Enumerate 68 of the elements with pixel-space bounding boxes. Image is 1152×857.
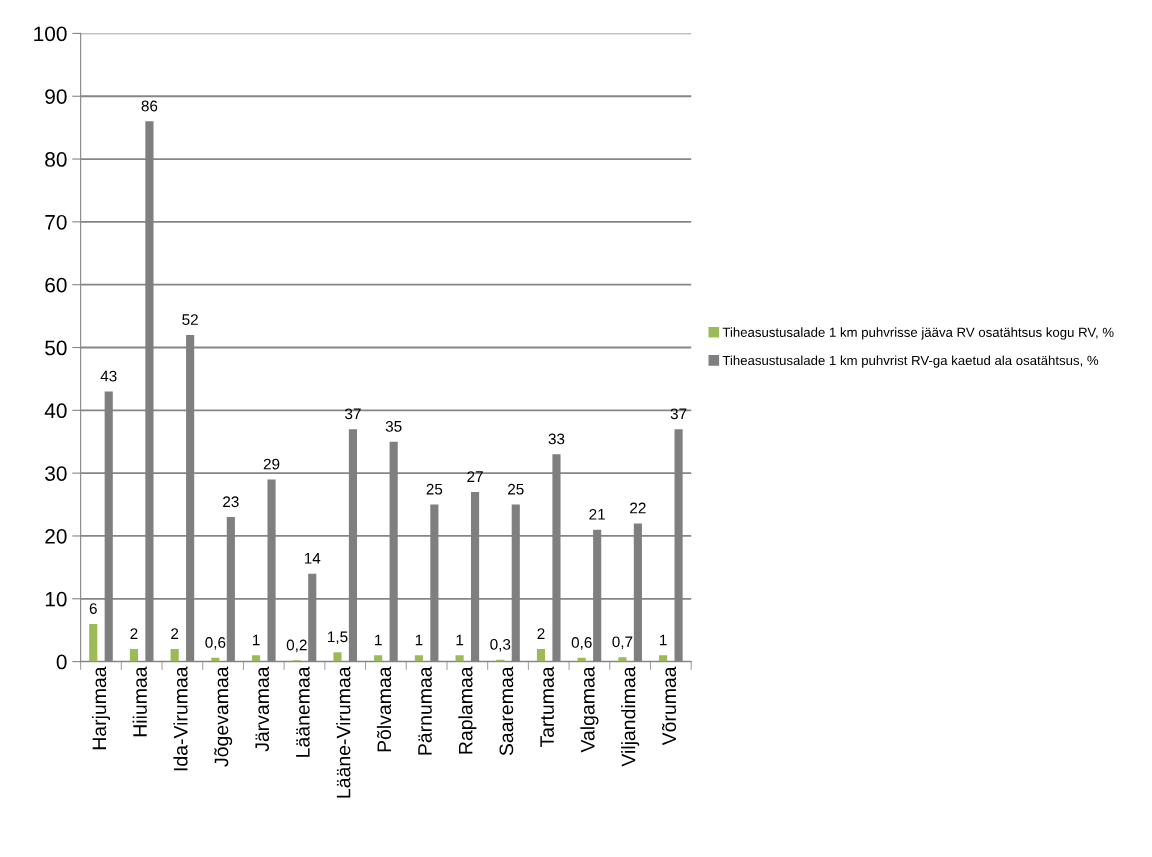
data-label: 1,5	[328, 631, 348, 645]
y-tick-label: 80	[45, 152, 67, 167]
data-label: 14	[304, 553, 321, 564]
data-label: 1	[456, 634, 464, 646]
bar	[374, 655, 383, 662]
data-label: 25	[508, 483, 524, 495]
x-tick-label: Pärnumaa	[418, 666, 432, 755]
x-tick-label: Saaremaa	[499, 666, 514, 756]
x-tick-label: Viljandimaa	[621, 666, 640, 767]
y-tick-label: 50	[45, 340, 67, 356]
x-tick-label: Võrumaa	[661, 666, 677, 746]
bar	[89, 623, 98, 662]
data-label: 86	[141, 100, 158, 112]
x-tick-label: Läänemaa	[296, 666, 310, 757]
bar	[170, 649, 179, 662]
bar	[659, 655, 668, 662]
y-tick-label: 70	[45, 214, 67, 230]
data-label: 2	[130, 628, 138, 639]
y-tick-label: 0	[56, 654, 67, 670]
data-label: 0,2	[286, 639, 307, 653]
data-label: 35	[385, 420, 402, 432]
bar	[536, 649, 546, 662]
y-tick-label: 30	[45, 466, 67, 481]
data-label: 22	[630, 502, 646, 514]
data-label: 1	[415, 634, 423, 646]
bar	[252, 655, 261, 662]
legend-label: Tiheasustusalade 1 km puhvrist RV-ga kaetud ala osatähtsus, %	[722, 355, 1099, 368]
bar	[455, 655, 464, 662]
x-tick-label: Harjumaa	[91, 666, 111, 750]
data-label: 27	[467, 471, 483, 482]
data-label: 1	[375, 634, 382, 646]
data-label: 0,7	[612, 636, 633, 650]
y-tick-label: 90	[45, 89, 67, 104]
data-label: 52	[182, 314, 198, 325]
data-label: 1	[252, 634, 260, 646]
legend-label: Tiheasustusalade 1 km puhvrisse jääva RV osatähtsus kogu RV, %	[722, 327, 1114, 340]
y-tick-label: 20	[45, 528, 67, 544]
x-tick-label: Raplamaa	[458, 666, 477, 754]
y-tick-label: 100	[34, 26, 67, 42]
bar	[129, 649, 139, 662]
data-label: 1	[660, 634, 667, 646]
x-tick-label: Jõgevamaa	[214, 666, 233, 767]
data-label: 33	[548, 433, 565, 445]
x-tick-label: Lääne-Virumaa	[336, 666, 351, 798]
data-label: 0,3	[490, 638, 511, 652]
data-label: 2	[537, 628, 545, 639]
data-label: 0,6	[205, 637, 226, 650]
x-tick-label: Hiiumaa	[132, 666, 147, 737]
y-tick-label: 40	[44, 403, 67, 419]
data-label: 25	[426, 483, 443, 495]
x-tick-label: Järvamaa	[255, 666, 270, 752]
data-label: 43	[100, 370, 117, 382]
data-label: 23	[223, 496, 239, 508]
data-label: 37	[670, 408, 687, 420]
x-tick-label: Valgamaa	[580, 666, 599, 753]
y-tick-label: 10	[45, 591, 67, 607]
bar	[333, 652, 342, 662]
y-tick-label: 60	[45, 277, 67, 293]
x-tick-label: Põlvamaa	[376, 666, 392, 752]
data-label: 2	[171, 628, 179, 639]
x-tick-label: Tartumaa	[540, 666, 554, 748]
data-label: 0,6	[571, 637, 592, 650]
data-label: 6	[89, 603, 97, 614]
x-tick-label: Ida-Virumaa	[173, 666, 188, 771]
data-label: 37	[345, 408, 361, 420]
data-label: 29	[263, 458, 280, 470]
data-label: 21	[589, 508, 605, 520]
bar	[414, 655, 423, 662]
